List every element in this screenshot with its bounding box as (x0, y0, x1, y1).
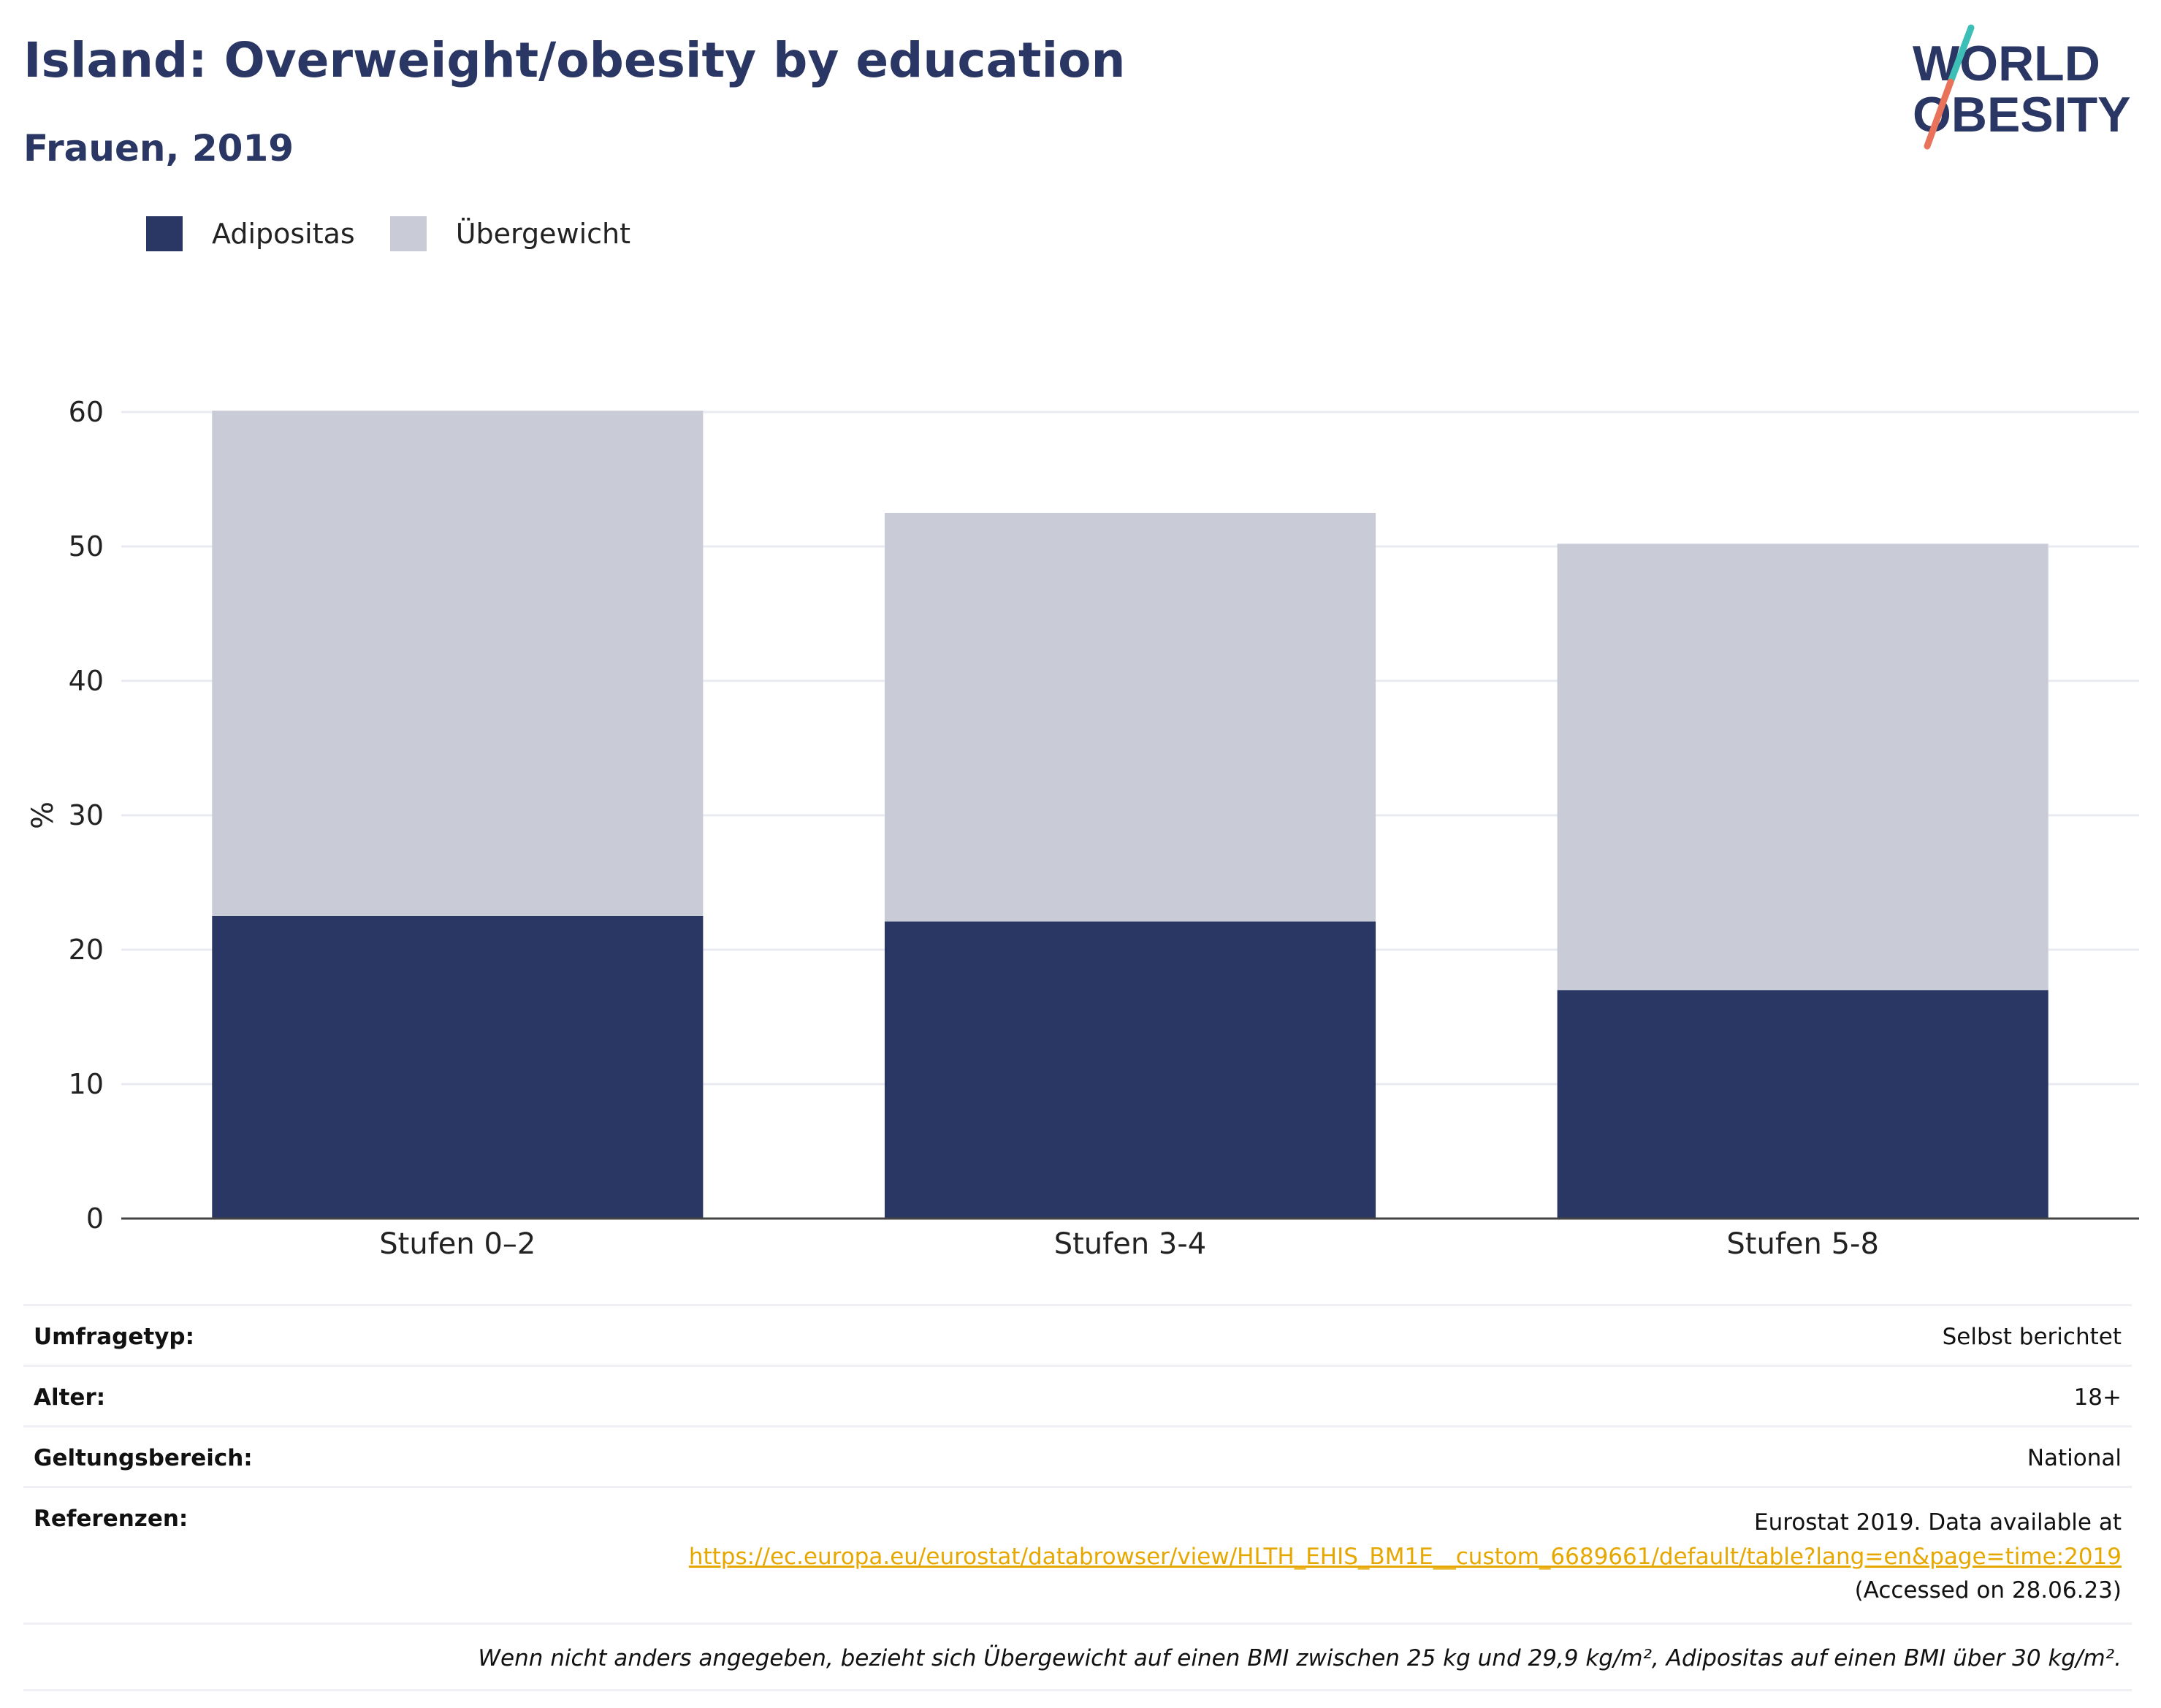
y-tick-label: 60 (69, 396, 104, 428)
info-row-references: Referenzen: Eurostat 2019. Data availabl… (23, 1486, 2132, 1623)
legend: Adipositas Übergewicht (146, 216, 666, 251)
info-label: Umfragetyp: (34, 1324, 194, 1350)
info-value: National (2027, 1445, 2122, 1471)
reference-link[interactable]: https://ec.europa.eu/eurostat/databrowse… (688, 1543, 2122, 1570)
x-tick-label: Stufen 5-8 (1726, 1227, 1879, 1261)
legend-label-adipositas: Adipositas (212, 218, 355, 250)
bar-uebergewicht (1557, 544, 2048, 991)
y-tick-label: 50 (69, 530, 104, 563)
y-tick-label: 10 (69, 1068, 104, 1100)
info-row-survey-type: Umfragetyp: Selbst berichtet (23, 1304, 2132, 1365)
x-tick-label: Stufen 0–2 (379, 1227, 536, 1261)
bar-uebergewicht (884, 513, 1376, 922)
y-tick-label: 30 (69, 799, 104, 831)
info-label: Geltungsbereich: (34, 1445, 253, 1471)
info-label: Alter: (34, 1384, 106, 1411)
y-tick-label: 20 (69, 934, 104, 966)
info-label: Referenzen: (34, 1506, 188, 1532)
info-row-age: Alter: 18+ (23, 1365, 2132, 1425)
reference-accessed: (Accessed on 28.06.23) (1854, 1577, 2122, 1604)
logo-line1: WORLD (1913, 36, 2100, 91)
reference-source: Eurostat 2019. Data available at (1754, 1509, 2122, 1536)
bar-adipositas (1557, 990, 2048, 1219)
info-value: 18+ (2073, 1384, 2122, 1411)
bar-adipositas (212, 916, 704, 1219)
chart-subtitle: Frauen, 2019 (23, 127, 294, 169)
legend-swatch-adipositas (146, 216, 183, 251)
legend-item-adipositas[interactable]: Adipositas (146, 216, 355, 251)
logo-line2: OBESITY (1913, 87, 2131, 142)
world-obesity-logo: WORLD OBESITY (1913, 24, 2131, 150)
legend-item-uebergewicht[interactable]: Übergewicht (389, 216, 630, 251)
bar-chart: 0 10 20 30 40 50 60% Stufen 0–2 Stufen 3-4 Stufen… (26, 396, 2139, 1261)
bar-uebergewicht (212, 411, 704, 916)
chart-title: Island: Overweight/obesity by education (23, 32, 1126, 88)
bar-adipositas (884, 921, 1376, 1219)
y-tick-label: 40 (69, 665, 104, 697)
definition-note: Wenn nicht anders angegeben, bezieht sic… (23, 1622, 2132, 1691)
legend-swatch-uebergewicht (389, 216, 427, 251)
info-value: Selbst berichtet (1942, 1324, 2122, 1350)
references-value: Eurostat 2019. Data available at https:/… (689, 1506, 2122, 1608)
y-axis-label: % (26, 801, 60, 829)
info-table: Umfragetyp: Selbst berichtet Alter: 18+ … (23, 1304, 2132, 1691)
info-row-scope: Geltungsbereich: National (23, 1425, 2132, 1486)
x-tick-label: Stufen 3-4 (1054, 1227, 1207, 1261)
y-tick-label: 0 (86, 1202, 104, 1235)
legend-label-uebergewicht: Übergewicht (455, 218, 630, 250)
